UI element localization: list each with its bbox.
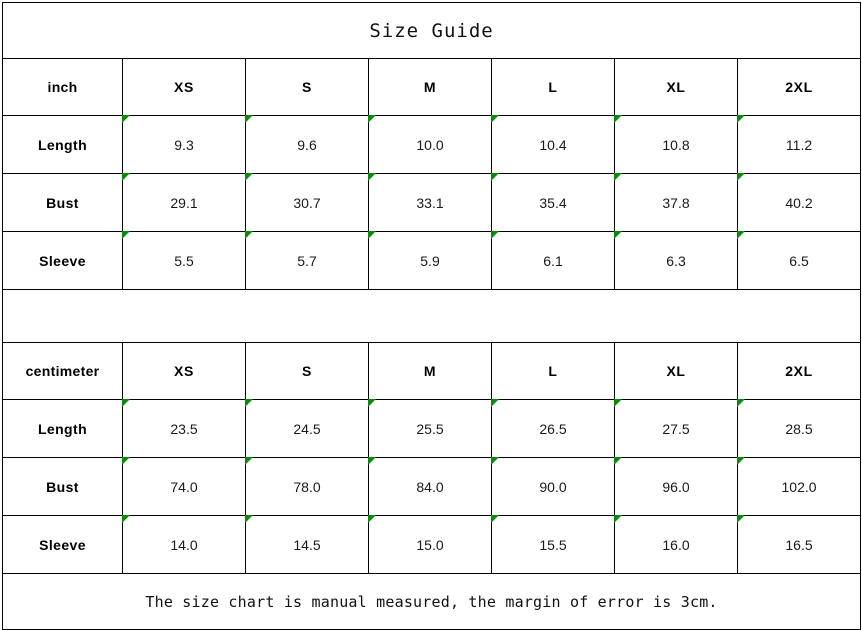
size-header-cm-m: M [368, 342, 492, 400]
row-label-length-cm: Length [2, 399, 123, 458]
inch-header-row: inch XS S M L XL 2XL [2, 58, 862, 116]
table-row: Bust 29.1 30.7 33.1 35.4 37.8 40.2 [2, 173, 862, 232]
unit-label-inch: inch [2, 58, 123, 116]
table-separator-row [1, 289, 862, 343]
cell-cm-bust-xs: 74.0 [122, 457, 246, 516]
cell-cm-length-s: 24.5 [245, 399, 369, 458]
size-header-l: L [491, 58, 615, 116]
size-header-xs: XS [122, 58, 246, 116]
cell-cm-length-xs: 23.5 [122, 399, 246, 458]
title-row: Size Guide [1, 2, 862, 59]
size-header-cm-l: L [491, 342, 615, 400]
footer-note: The size chart is manual measured, the m… [1, 573, 862, 630]
cell-inch-sleeve-2xl: 6.5 [736, 231, 862, 290]
cell-cm-length-l: 26.5 [491, 399, 615, 458]
cell-inch-length-xs: 9.3 [122, 115, 246, 174]
cell-inch-length-xl: 10.8 [614, 115, 738, 174]
cell-cm-sleeve-l: 15.5 [491, 515, 615, 574]
cell-cm-sleeve-m: 15.0 [368, 515, 492, 574]
size-header-cm-xl: XL [614, 342, 738, 400]
row-label-bust-cm: Bust [2, 457, 123, 516]
footer-row: The size chart is manual measured, the m… [1, 573, 862, 630]
unit-label-centimeter: centimeter [2, 342, 123, 400]
cell-cm-sleeve-2xl: 16.5 [736, 515, 862, 574]
size-header-cm-2xl: 2XL [736, 342, 862, 400]
cell-cm-bust-l: 90.0 [491, 457, 615, 516]
size-header-m: M [368, 58, 492, 116]
cell-cm-length-xl: 27.5 [614, 399, 738, 458]
cell-inch-bust-2xl: 40.2 [736, 173, 862, 232]
table-row: Length 9.3 9.6 10.0 10.4 10.8 11.2 [2, 115, 862, 174]
cell-inch-length-s: 9.6 [245, 115, 369, 174]
cell-cm-sleeve-xs: 14.0 [122, 515, 246, 574]
table-separator [1, 289, 862, 343]
cell-inch-sleeve-m: 5.9 [368, 231, 492, 290]
cell-cm-bust-2xl: 102.0 [736, 457, 862, 516]
cell-inch-sleeve-xs: 5.5 [122, 231, 246, 290]
cell-cm-length-m: 25.5 [368, 399, 492, 458]
row-label-bust-inch: Bust [2, 173, 123, 232]
table-row: Sleeve 14.0 14.5 15.0 15.5 16.0 16.5 [2, 515, 862, 574]
size-header-xl: XL [614, 58, 738, 116]
size-header-2xl: 2XL [736, 58, 862, 116]
row-label-length-inch: Length [2, 115, 123, 174]
cell-inch-bust-m: 33.1 [368, 173, 492, 232]
size-header-s: S [245, 58, 369, 116]
row-label-sleeve-cm: Sleeve [2, 515, 123, 574]
size-header-cm-xs: XS [122, 342, 246, 400]
cell-inch-bust-l: 35.4 [491, 173, 615, 232]
cell-inch-length-m: 10.0 [368, 115, 492, 174]
cell-cm-bust-m: 84.0 [368, 457, 492, 516]
cell-inch-bust-xs: 29.1 [122, 173, 246, 232]
table-row: Bust 74.0 78.0 84.0 90.0 96.0 102.0 [2, 457, 862, 516]
cell-inch-sleeve-l: 6.1 [491, 231, 615, 290]
size-header-cm-s: S [245, 342, 369, 400]
cell-cm-bust-s: 78.0 [245, 457, 369, 516]
cell-inch-length-2xl: 11.2 [736, 115, 862, 174]
cell-inch-sleeve-xl: 6.3 [614, 231, 738, 290]
cell-inch-sleeve-s: 5.7 [245, 231, 369, 290]
cell-inch-bust-xl: 37.8 [614, 173, 738, 232]
page-title: Size Guide [1, 2, 862, 59]
centimeter-header-row: centimeter XS S M L XL 2XL [2, 342, 862, 400]
table-row: Length 23.5 24.5 25.5 26.5 27.5 28.5 [2, 399, 862, 458]
cell-cm-sleeve-xl: 16.0 [614, 515, 738, 574]
cell-inch-length-l: 10.4 [491, 115, 615, 174]
cell-inch-bust-s: 30.7 [245, 173, 369, 232]
cell-cm-sleeve-s: 14.5 [245, 515, 369, 574]
table-row: Sleeve 5.5 5.7 5.9 6.1 6.3 6.5 [2, 231, 862, 290]
cell-cm-bust-xl: 96.0 [614, 457, 738, 516]
cell-cm-length-2xl: 28.5 [736, 399, 862, 458]
row-label-sleeve-inch: Sleeve [2, 231, 123, 290]
